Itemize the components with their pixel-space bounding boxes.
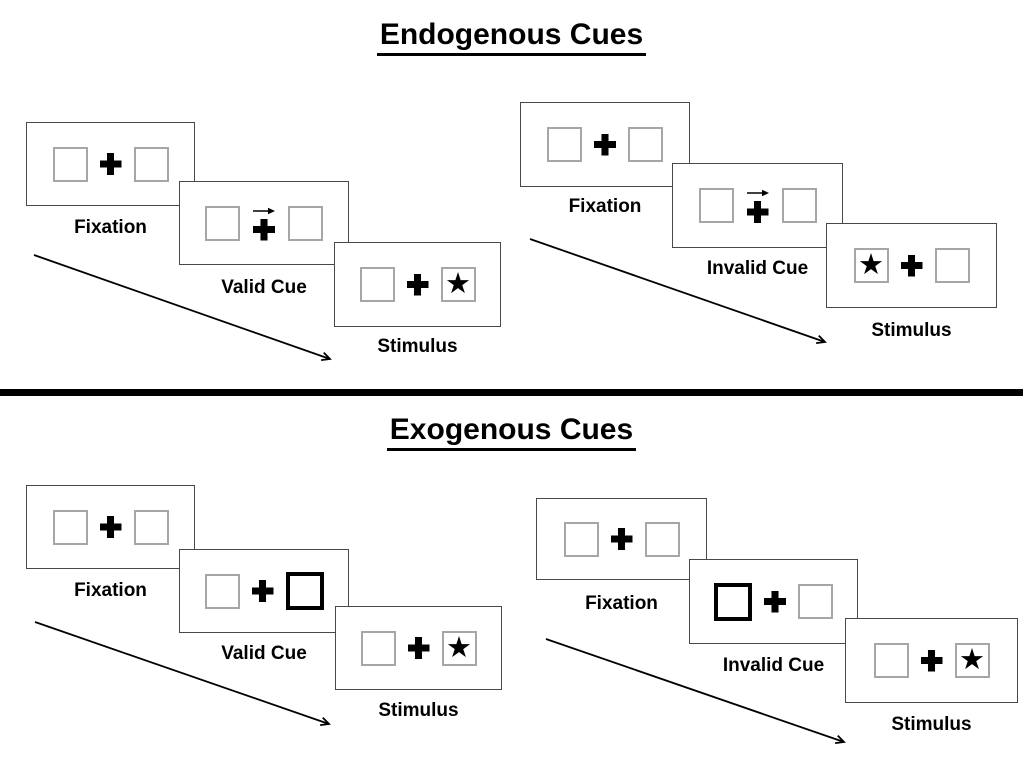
right-box-with-star: ★ <box>441 629 477 666</box>
left-box <box>360 630 396 666</box>
panel-fixation <box>520 102 690 187</box>
left-box <box>359 267 395 302</box>
left-box <box>873 643 909 678</box>
panel-valid-cue <box>179 549 349 633</box>
plus-shape <box>407 637 430 659</box>
plus-shape <box>251 580 274 602</box>
left-box <box>52 509 88 545</box>
panel-label: Stimulus <box>891 714 972 735</box>
fixation-cross-icon <box>920 649 943 672</box>
panel-label: Invalid Cue <box>706 258 809 279</box>
plus-shape <box>99 153 122 175</box>
fixation-cross-icon <box>900 254 923 277</box>
star-icon: ★ <box>959 642 985 676</box>
plus-shape <box>406 273 429 296</box>
panel-fixation <box>26 485 195 569</box>
right-box <box>133 509 169 545</box>
left-box <box>205 205 240 241</box>
cue-arrow-icon <box>746 189 769 197</box>
right-box-with-star: ★ <box>440 266 476 302</box>
right-box <box>288 205 323 241</box>
section-title-exogenous: Exogenous Cues <box>386 413 637 451</box>
right-box <box>133 146 169 182</box>
panel-label: Fixation <box>74 580 147 601</box>
plus-shape <box>610 528 633 550</box>
right-box-highlighted <box>285 572 324 610</box>
left-box <box>204 573 240 609</box>
panel-label: Fixation <box>74 217 147 238</box>
left-box-highlighted <box>714 582 752 621</box>
panel-stimulus: ★ <box>845 618 1018 703</box>
plus-shape <box>920 649 943 672</box>
right-box <box>781 188 817 223</box>
plus-shape <box>900 254 923 277</box>
fixation-cross-icon <box>99 153 122 175</box>
fixation-cross-icon <box>746 201 769 223</box>
right-box <box>628 127 663 162</box>
timeline-arrow-exogenous-valid <box>34 621 331 727</box>
cue-arrow-icon <box>253 207 275 214</box>
right-box <box>798 584 833 619</box>
panel-label: Invalid Cue <box>722 655 825 676</box>
left-box <box>698 188 734 223</box>
fixation-cross-icon <box>251 580 274 602</box>
panel-fixation <box>26 122 195 206</box>
right-box <box>644 521 680 557</box>
panel-fixation <box>536 498 707 580</box>
panel-valid-cue <box>179 181 349 265</box>
center-stack <box>746 188 770 223</box>
star-icon: ★ <box>445 266 471 300</box>
exogenous-section-header: Exogenous Cues <box>0 413 1023 451</box>
panel-stimulus: ★ <box>826 223 997 308</box>
fixation-cross-icon <box>407 637 430 659</box>
plus-shape <box>594 133 616 156</box>
panel-label: Valid Cue <box>221 643 307 664</box>
panel-label: Stimulus <box>378 700 459 721</box>
fixation-cross-icon <box>594 133 616 156</box>
section-title-endogenous: Endogenous Cues <box>376 18 647 56</box>
star-icon: ★ <box>858 247 884 281</box>
section-divider <box>0 389 1023 396</box>
fixation-cross-icon <box>610 528 633 550</box>
star-icon: ★ <box>446 629 472 664</box>
left-box-with-star: ★ <box>853 247 889 283</box>
fixation-cross-icon <box>406 273 429 296</box>
fixation-cross-icon <box>253 218 275 241</box>
left-box <box>547 127 582 162</box>
endogenous-section-header: Endogenous Cues <box>0 18 1023 56</box>
panel-invalid-cue <box>689 559 858 644</box>
panel-label: Fixation <box>585 593 658 614</box>
plus-shape <box>764 590 786 613</box>
right-box <box>934 248 970 283</box>
panel-invalid-cue <box>672 163 843 248</box>
left-box <box>52 146 88 182</box>
panel-label: Fixation <box>568 196 642 217</box>
right-box-with-star: ★ <box>954 642 990 678</box>
panel-label: Stimulus <box>377 336 458 357</box>
left-box <box>563 521 599 557</box>
plus-shape <box>99 516 122 538</box>
fixation-cross-icon <box>764 590 786 613</box>
panel-stimulus: ★ <box>334 242 501 327</box>
panel-stimulus: ★ <box>335 606 502 690</box>
timeline-arrow-endogenous-invalid <box>529 238 827 345</box>
center-stack <box>252 206 276 241</box>
timeline-arrow-endogenous-valid <box>33 254 332 362</box>
fixation-cross-icon <box>99 516 122 538</box>
panel-label: Stimulus <box>871 320 952 341</box>
panel-label: Valid Cue <box>221 277 307 298</box>
